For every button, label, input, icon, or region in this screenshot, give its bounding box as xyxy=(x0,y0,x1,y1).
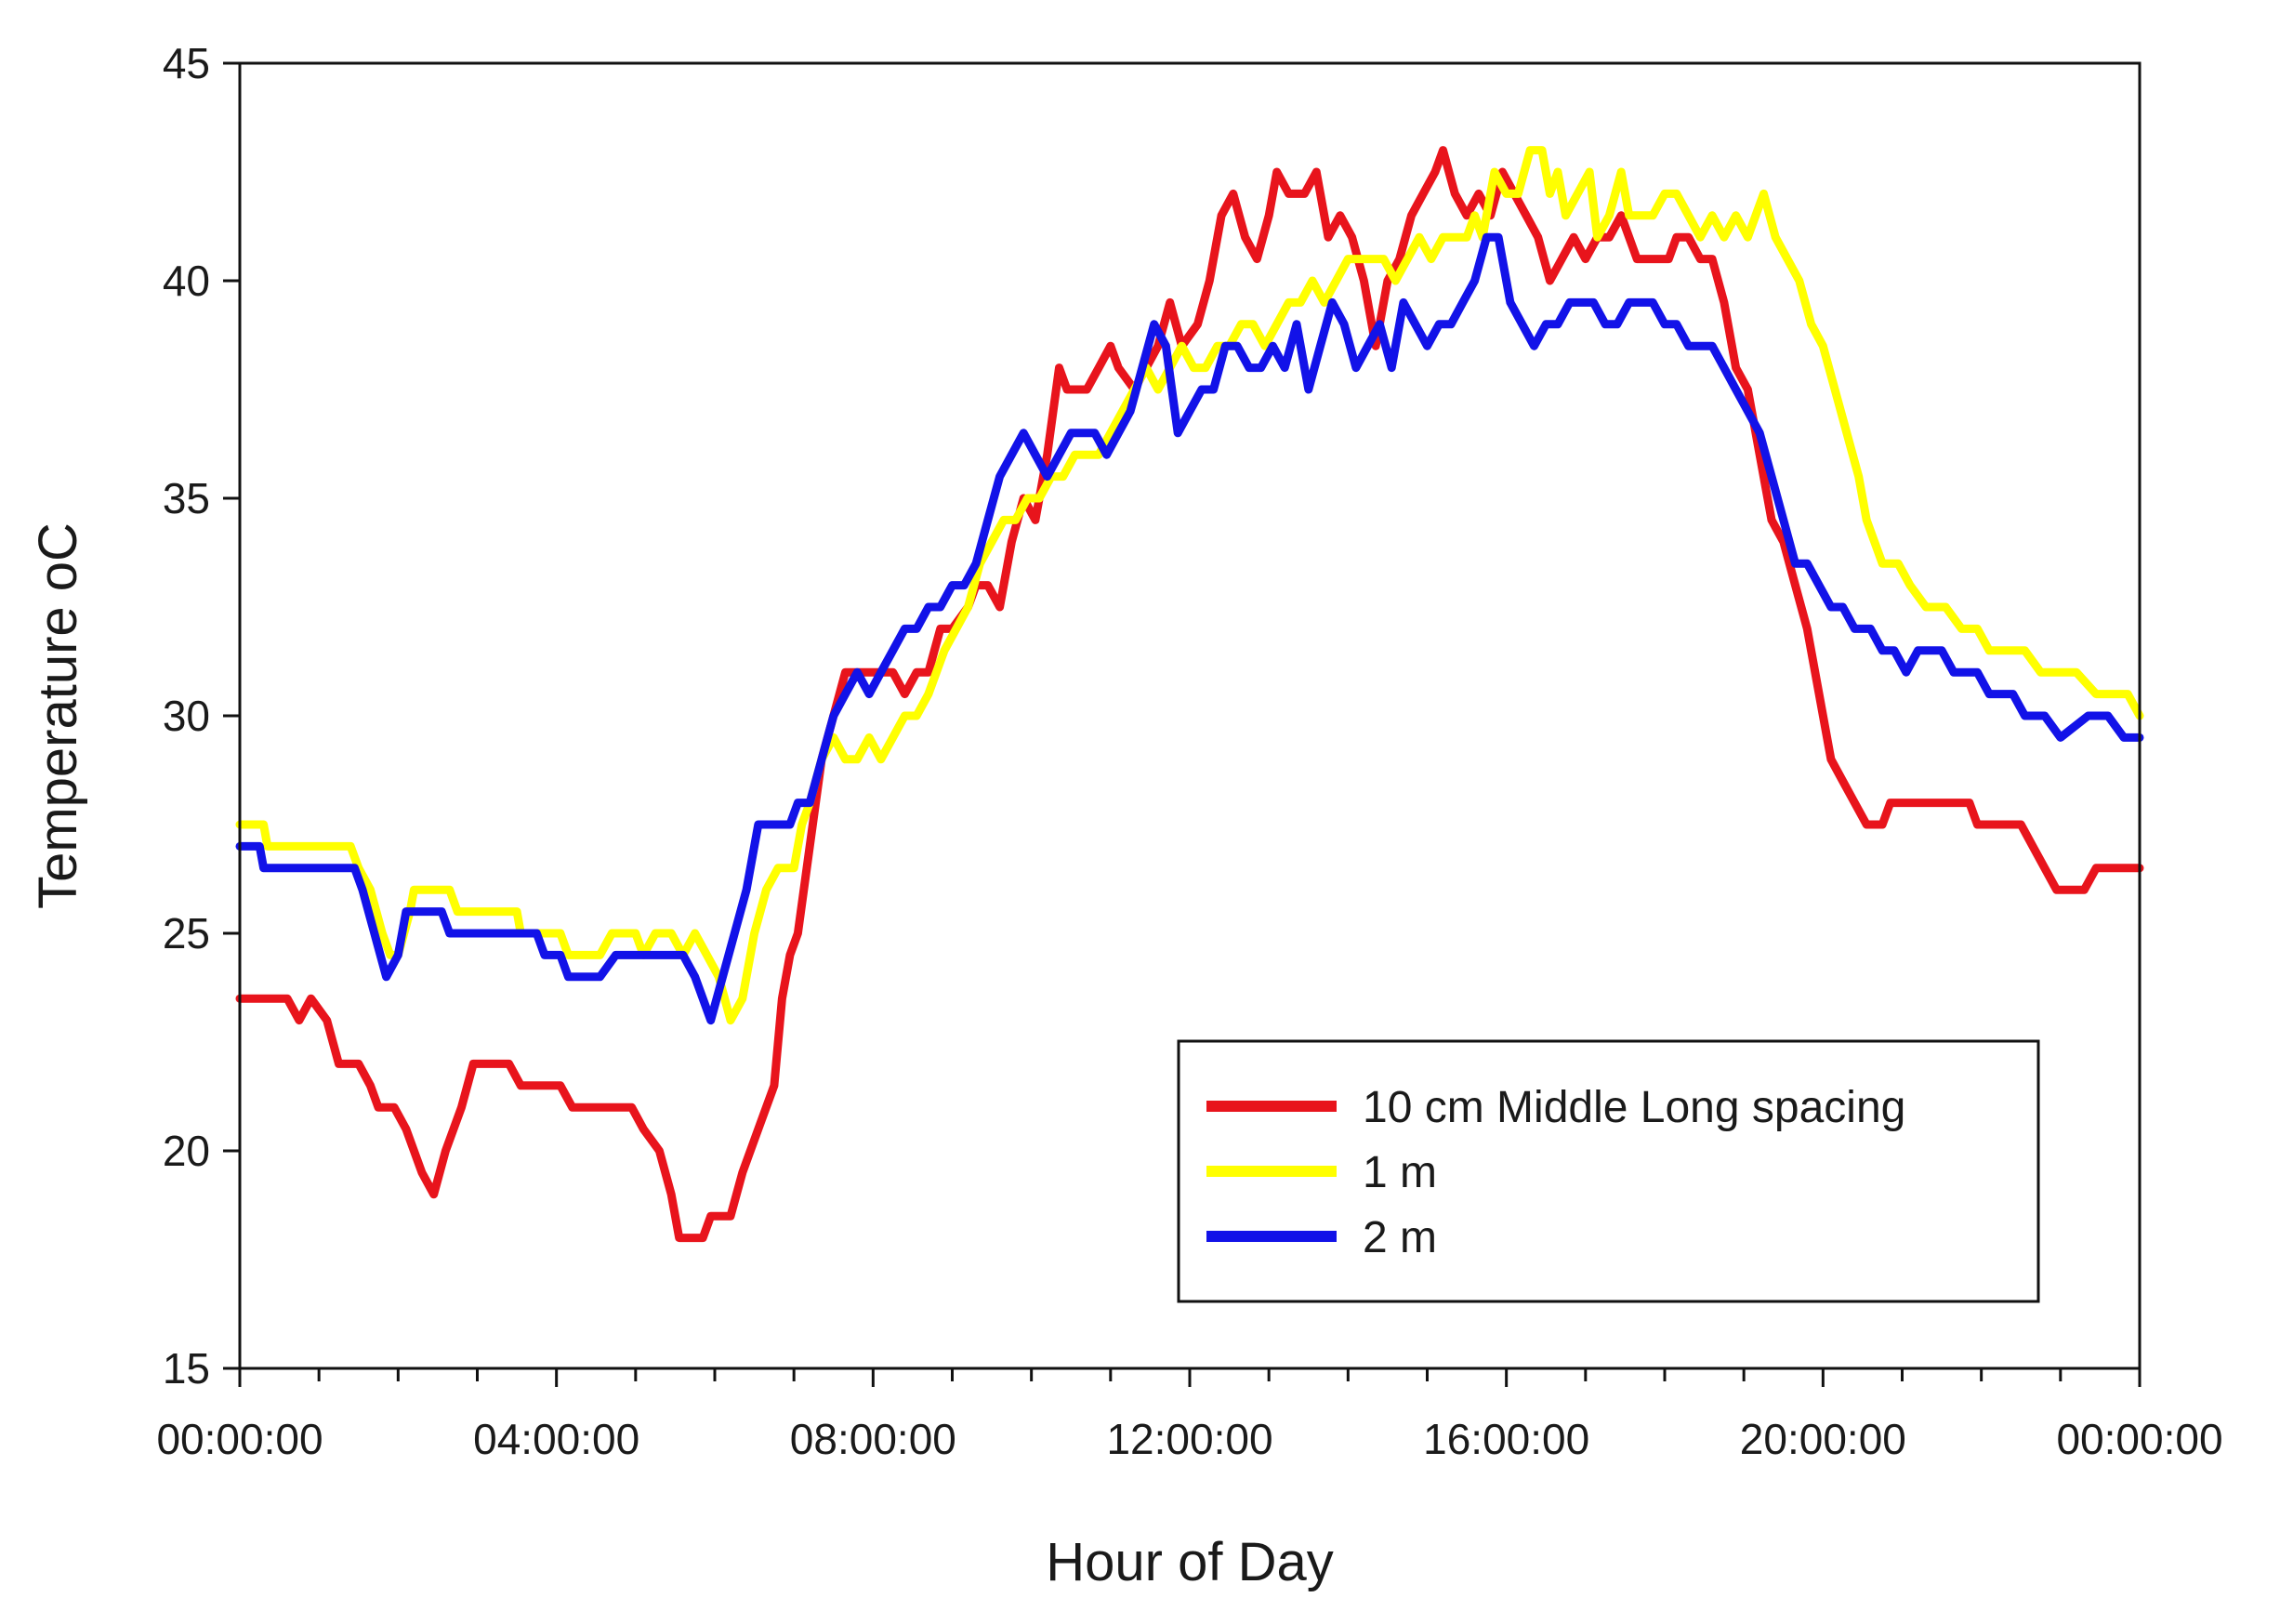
axes-group: 15 20 25 30 35 40 45 00:00:00 04:00:00 08:00:00 12… xyxy=(156,39,2222,1463)
x-tick-label: 00:00:00 xyxy=(2056,1415,2222,1463)
x-axis-title: Hour of Day xyxy=(1046,1532,1333,1592)
x-tick-label: 08:00:00 xyxy=(790,1415,956,1463)
y-tick-label: 15 xyxy=(163,1344,210,1393)
series-line-0 xyxy=(235,146,2144,1243)
legend: 10 cm Middle Long spacing 1 m 2 m xyxy=(1177,1039,2040,1303)
y-tick-label: 45 xyxy=(163,39,210,87)
x-tick-label: 20:00:00 xyxy=(1740,1415,1906,1463)
x-tick-label: 16:00:00 xyxy=(1423,1415,1589,1463)
x-tick-label: 00:00:00 xyxy=(156,1415,323,1463)
series-line-1 xyxy=(235,146,2144,1025)
y-tick-label: 30 xyxy=(163,692,210,740)
legend-label: 10 cm Middle Long spacing xyxy=(1363,1083,1905,1132)
x-tick-label: 04:00:00 xyxy=(473,1415,639,1463)
x-tick-label: 12:00:00 xyxy=(1106,1415,1272,1463)
y-tick-label: 40 xyxy=(163,257,210,305)
y-tick-label: 25 xyxy=(163,909,210,957)
legend-label: 2 m xyxy=(1363,1213,1437,1262)
y-axis-title: Temperature oC xyxy=(28,522,88,909)
y-tick-label: 35 xyxy=(163,474,210,522)
y-tick-label: 20 xyxy=(163,1127,210,1175)
series-line-2 xyxy=(235,232,2144,1025)
plot-series-group xyxy=(235,146,2144,1243)
legend-label: 1 m xyxy=(1363,1148,1437,1197)
